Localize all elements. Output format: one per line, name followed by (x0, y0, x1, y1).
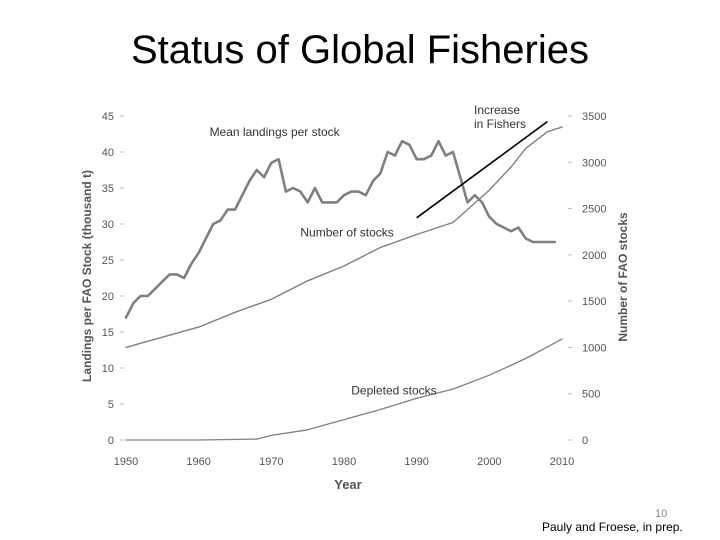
source-citation: Pauly and Froese, in prep. (542, 520, 683, 534)
annotation-text: in Fishers (474, 117, 526, 131)
right-axis-label: Number of FAO stocks (616, 212, 630, 342)
left-tick-label: 45 (102, 111, 114, 123)
right-tick-label: 1500 (582, 296, 606, 308)
series-line-number-of-stocks (125, 126, 563, 349)
left-tick-label: 5 (108, 399, 114, 411)
right-tick-label: 2000 (582, 250, 606, 262)
right-tick-label: 3500 (582, 111, 606, 123)
series-line-depleted-stocks (125, 338, 563, 441)
right-tick-label: 0 (582, 435, 588, 447)
annotation-text: Increase (474, 103, 520, 117)
x-axis-label: Year (334, 477, 361, 492)
left-tick-label: 0 (108, 435, 114, 447)
x-tick-label: 1990 (404, 456, 428, 468)
x-tick-label: 1960 (186, 456, 210, 468)
left-tick-label: 10 (102, 363, 114, 375)
x-tick-label: 1970 (259, 456, 283, 468)
right-tick-label: 500 (582, 389, 600, 401)
left-tick-label: 30 (102, 219, 114, 231)
left-axis-label: Landings per FAO Stock (thousand t) (80, 170, 94, 382)
left-axis-ticks: 0 5 10 15 20 25 30 35 40 45 (102, 111, 124, 447)
series-label: Number of stocks (300, 225, 393, 239)
left-tick-label: 25 (102, 255, 114, 267)
slide-title: Status of Global Fisheries (131, 28, 589, 72)
right-tick-label: 3000 (582, 157, 606, 169)
left-tick-label: 15 (102, 327, 114, 339)
slide-number: 10 (655, 508, 668, 520)
x-tick-label: 2000 (477, 456, 501, 468)
left-tick-label: 40 (102, 147, 114, 159)
right-tick-label: 1000 (582, 342, 606, 354)
series-labels: Mean landings per stock Number of stocks D… (210, 125, 437, 397)
x-tick-label: 1980 (332, 456, 356, 468)
x-tick-label: 1950 (114, 456, 138, 468)
x-axis-ticks: 1950 1960 1970 1980 1990 2000 2010 (114, 456, 574, 468)
series-line-mean-landings-per-stock (124, 139, 557, 319)
annotation-arrow (416, 120, 548, 219)
left-tick-label: 20 (102, 291, 114, 303)
series-label: Mean landings per stock (210, 125, 341, 139)
series-label: Depleted stocks (351, 384, 436, 398)
right-tick-label: 2500 (582, 204, 606, 216)
right-axis-ticks: 0 500 1000 1500 2000 2500 3000 3500 (568, 111, 606, 447)
left-tick-label: 35 (102, 183, 114, 195)
series-layer (124, 126, 563, 441)
x-tick-label: 2010 (550, 456, 574, 468)
